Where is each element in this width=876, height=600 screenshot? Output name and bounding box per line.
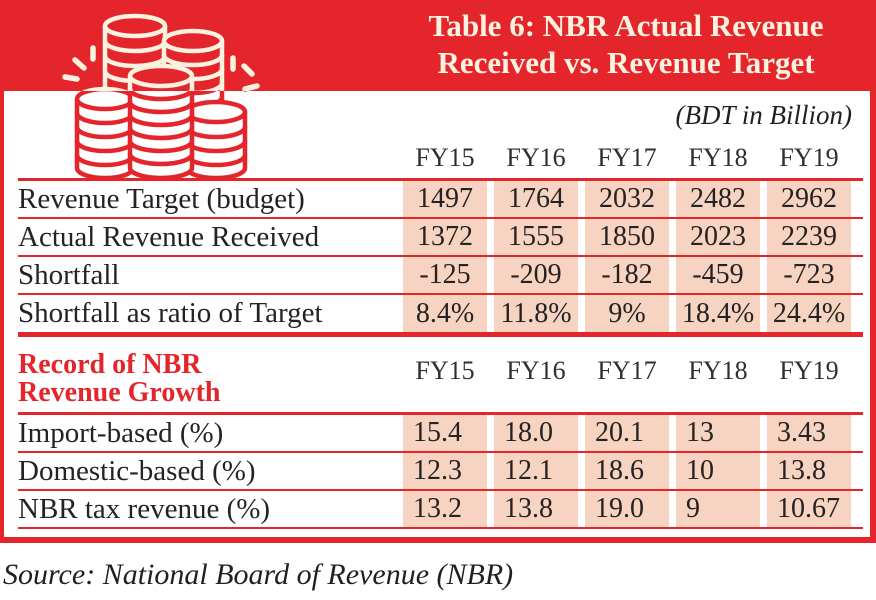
row-label: Import-based (%) bbox=[18, 416, 224, 449]
revenue-table: FY15 FY16 FY17 FY18 FY19 Revenue Target … bbox=[0, 143, 876, 529]
data-cell: 18.6 bbox=[585, 453, 669, 489]
data-cell: -459 bbox=[676, 257, 760, 293]
data-cell: 18.0 bbox=[494, 415, 578, 451]
fy-header-row-1: FY15 FY16 FY17 FY18 FY19 bbox=[18, 143, 863, 181]
data-cell: -125 bbox=[403, 257, 487, 293]
fy-col-header: FY17 bbox=[597, 143, 657, 172]
source-note: Source: National Board of Revenue (NBR) bbox=[3, 558, 514, 591]
fy-col-header: FY18 bbox=[688, 143, 748, 172]
table-row-shortfall-ratio: Shortfall as ratio of Target 8.4% 11.8% … bbox=[18, 295, 863, 337]
data-cell: 2032 bbox=[585, 181, 669, 217]
row-label: Domestic-based (%) bbox=[18, 454, 256, 487]
fy-col-header: FY15 bbox=[415, 143, 475, 172]
data-cell: 2962 bbox=[767, 181, 851, 217]
data-cell: 10.67 bbox=[767, 491, 851, 527]
data-cell: -209 bbox=[494, 257, 578, 293]
table-row-actual-revenue: Actual Revenue Received 1372 1555 1850 2… bbox=[18, 219, 863, 257]
fy-col-header: FY18 bbox=[688, 355, 748, 385]
data-cell: -723 bbox=[767, 257, 851, 293]
fy-col-header: FY17 bbox=[597, 355, 657, 385]
row-label: Actual Revenue Received bbox=[18, 220, 320, 253]
fy-col-header: FY15 bbox=[415, 355, 475, 385]
row-label: Revenue Target (budget) bbox=[18, 182, 305, 215]
data-cell: 9 bbox=[676, 491, 760, 527]
table-title-line1: Table 6: NBR Actual Revenue bbox=[428, 8, 824, 43]
data-cell: 3.43 bbox=[767, 415, 851, 451]
data-cell: 15.4 bbox=[403, 415, 487, 451]
table-title-line2: Received vs. Revenue Target bbox=[437, 45, 815, 80]
data-cell: 1555 bbox=[494, 219, 578, 255]
data-cell: 13.2 bbox=[403, 491, 487, 527]
row-label: Shortfall as ratio of Target bbox=[18, 297, 323, 329]
data-cell: 1764 bbox=[494, 181, 578, 217]
data-cell: 13.8 bbox=[767, 453, 851, 489]
data-cell: 9% bbox=[585, 295, 669, 332]
table-title: Table 6: NBR Actual Revenue Received vs.… bbox=[386, 7, 866, 81]
data-cell: 20.1 bbox=[585, 415, 669, 451]
section2-header-row: Record of NBR Revenue Growth FY15 FY16 F… bbox=[18, 337, 863, 415]
data-cell: 24.4% bbox=[767, 295, 851, 332]
data-cell: -182 bbox=[585, 257, 669, 293]
data-cell: 2023 bbox=[676, 219, 760, 255]
data-cell: 12.3 bbox=[403, 453, 487, 489]
data-cell: 19.0 bbox=[585, 491, 669, 527]
data-cell: 1372 bbox=[403, 219, 487, 255]
section2-heading: Record of NBR Revenue Growth bbox=[18, 351, 396, 412]
table-row-nbr-tax-revenue: NBR tax revenue (%) 13.2 13.8 19.0 9 10.… bbox=[18, 491, 863, 529]
data-cell: 2239 bbox=[767, 219, 851, 255]
data-cell: 13.8 bbox=[494, 491, 578, 527]
data-cell: 1497 bbox=[403, 181, 487, 217]
table-row-import-based: Import-based (%) 15.4 18.0 20.1 13 3.43 bbox=[18, 415, 863, 453]
data-cell: 2482 bbox=[676, 181, 760, 217]
row-label: Shortfall bbox=[18, 258, 120, 291]
data-cell: 13 bbox=[676, 415, 760, 451]
data-cell: 1850 bbox=[585, 219, 669, 255]
unit-note: (BDT in Billion) bbox=[675, 100, 852, 130]
fy-col-header: FY16 bbox=[506, 355, 566, 385]
table-row-revenue-target: Revenue Target (budget) 1497 1764 2032 2… bbox=[18, 181, 863, 219]
fy-col-header: FY19 bbox=[779, 355, 839, 385]
fy-col-header: FY19 bbox=[779, 143, 839, 172]
data-cell: 18.4% bbox=[676, 295, 760, 332]
data-cell: 12.1 bbox=[494, 453, 578, 489]
table-row-domestic-based: Domestic-based (%) 12.3 12.1 18.6 10 13.… bbox=[18, 453, 863, 491]
data-cell: 11.8% bbox=[494, 295, 578, 332]
table-row-shortfall: Shortfall -125 -209 -182 -459 -723 bbox=[18, 257, 863, 295]
section2-heading-line1: Record of NBR bbox=[18, 349, 202, 380]
fy-col-header: FY16 bbox=[506, 143, 566, 172]
data-cell: 10 bbox=[676, 453, 760, 489]
data-cell: 8.4% bbox=[403, 295, 487, 332]
row-label: NBR tax revenue (%) bbox=[18, 492, 271, 525]
section2-heading-line2: Revenue Growth bbox=[18, 377, 221, 408]
